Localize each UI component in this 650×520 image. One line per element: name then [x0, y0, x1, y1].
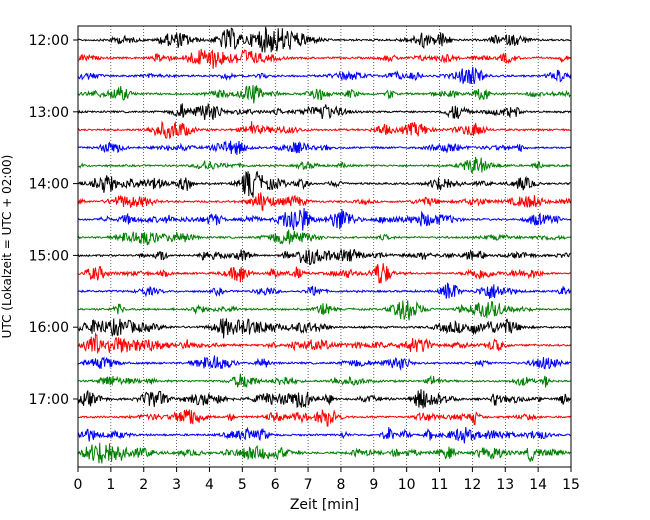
seismic-trace	[77, 332, 572, 354]
x-tick-label: 12	[463, 477, 481, 493]
x-tick-label: 5	[238, 477, 247, 493]
seismic-trace	[77, 66, 572, 84]
x-tick-label: 8	[336, 477, 345, 493]
seismic-trace	[77, 282, 572, 299]
y-tick-label: 16:00	[29, 320, 69, 336]
seismic-trace	[77, 120, 571, 140]
seismic-trace	[77, 426, 571, 444]
seismic-trace	[77, 192, 572, 212]
x-axis: 0 1 2 3 4 5 6 7 8 9 10 11 12 13 14 15	[74, 467, 580, 493]
seismic-trace	[77, 248, 571, 266]
x-tick-label: 9	[369, 477, 378, 493]
seismic-trace	[77, 442, 571, 464]
x-tick-label: 1	[106, 477, 115, 493]
x-tick-label: 11	[431, 477, 449, 493]
y-tick-label: 15:00	[29, 248, 69, 264]
x-tick-label: 15	[562, 477, 580, 493]
seismic-trace	[77, 355, 571, 372]
seismic-trace	[77, 263, 572, 284]
seismic-trace	[77, 26, 571, 53]
seismic-trace	[77, 318, 572, 339]
seismic-trace	[77, 102, 572, 120]
seismic-trace	[77, 300, 572, 321]
seismic-trace	[77, 373, 571, 389]
y-tick-label: 17:00	[29, 392, 69, 408]
x-tick-label: 7	[304, 477, 313, 493]
y-tick-label: 14:00	[29, 177, 69, 193]
seismic-trace	[77, 389, 572, 409]
y-axis-label: UTC (Lokalzeit = UTC + 02:00)	[0, 155, 14, 339]
traces-layer	[77, 26, 572, 464]
seismic-trace	[77, 85, 571, 104]
y-axis: 12:00 13:00 14:00 15:00 16:00 17:00	[29, 33, 78, 408]
seismic-trace	[77, 229, 572, 246]
y-tick-label: 12:00	[29, 33, 69, 49]
x-tick-label: 0	[74, 477, 83, 493]
seismic-trace	[77, 140, 572, 155]
seismic-trace	[77, 48, 572, 69]
seismic-trace	[77, 170, 571, 198]
x-tick-label: 6	[271, 477, 280, 493]
x-tick-label: 14	[529, 477, 547, 493]
x-tick-label: 4	[205, 477, 214, 493]
seismic-trace	[77, 409, 571, 427]
plot-frame	[77, 25, 572, 468]
seismic-trace	[77, 156, 572, 175]
y-tick-label: 13:00	[29, 105, 69, 121]
x-tick-label: 2	[139, 477, 148, 493]
x-tick-label: 10	[398, 477, 416, 493]
x-tick-label: 3	[172, 477, 181, 493]
seismic-trace	[77, 207, 572, 231]
x-tick-label: 13	[496, 477, 514, 493]
x-axis-label: Zeit [min]	[290, 497, 359, 513]
